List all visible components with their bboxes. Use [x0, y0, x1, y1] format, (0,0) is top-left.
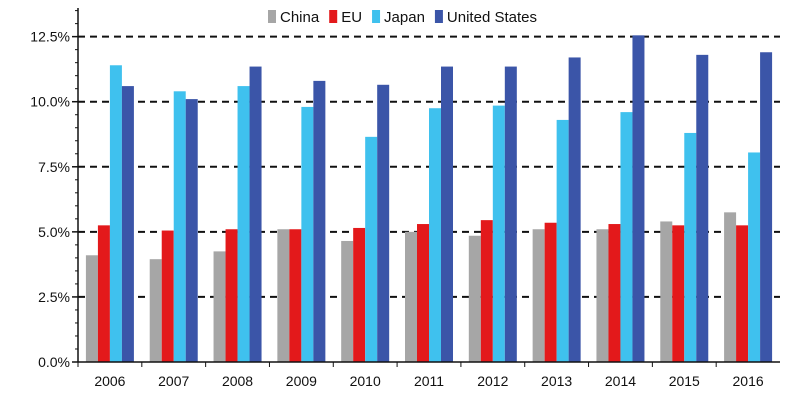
y-tick-label: 12.5% [30, 29, 70, 45]
bar-china-2008 [213, 251, 226, 362]
bar-china-2014 [596, 229, 609, 362]
x-tick-label: 2006 [94, 373, 125, 389]
y-tick-label: 5.0% [38, 224, 70, 240]
legend-swatch [268, 10, 276, 23]
bar-eu-2015 [672, 225, 685, 362]
bar-china-2010 [341, 240, 354, 362]
x-axis: 2006 2007 2008 2009 2010 2011 2012 2013 2014 2015… [77, 361, 780, 389]
legend-label: Japan [384, 9, 425, 26]
y-tick-label: 7.5% [38, 159, 70, 175]
bar-united-states-2013 [568, 57, 581, 363]
x-tick-label: 2010 [350, 373, 381, 389]
bar-eu-2010 [353, 227, 366, 362]
bar-japan-2015 [684, 132, 697, 362]
bar-china-2013 [532, 229, 545, 362]
bars [85, 35, 773, 363]
bar-china-2012 [468, 235, 481, 362]
legend-swatch [329, 10, 338, 23]
y-tick-label: 10.0% [30, 94, 70, 110]
bar-china-2015 [660, 221, 673, 362]
bar-japan-2012 [492, 105, 505, 362]
bar-china-2007 [149, 259, 162, 362]
legend-label: United States [447, 9, 537, 26]
bar-japan-2013 [556, 119, 569, 362]
bar-eu-2008 [225, 229, 238, 362]
x-tick-label: 2007 [158, 373, 189, 389]
x-tick-label: 2016 [733, 373, 764, 389]
bar-united-states-2008 [249, 66, 262, 363]
bar-china-2006 [85, 255, 98, 362]
legend-swatch [372, 10, 381, 23]
bar-japan-2006 [109, 65, 122, 362]
bar-japan-2010 [365, 136, 378, 362]
y-axis: 0.0% 2.5% 5.0% 7.5% 10.0% 12.5% [30, 8, 79, 370]
bar-china-2016 [724, 212, 737, 362]
bar-eu-2006 [97, 225, 110, 362]
bar-united-states-2009 [313, 80, 326, 362]
x-tick-label: 2014 [605, 373, 636, 389]
bar-united-states-2011 [441, 66, 453, 363]
legend-label: China [280, 9, 320, 26]
bar-eu-2012 [480, 220, 493, 362]
bar-japan-2007 [173, 91, 186, 362]
bar-japan-2009 [301, 106, 314, 362]
bar-japan-2014 [620, 112, 633, 362]
x-tick-label: 2011 [414, 373, 444, 389]
bar-eu-2013 [544, 222, 557, 362]
bar-united-states-2007 [185, 99, 198, 363]
bar-eu-2009 [289, 229, 302, 362]
legend: China EU Japan United States [268, 9, 537, 26]
bar-china-2009 [277, 229, 290, 362]
bar-eu-2016 [736, 225, 749, 362]
bar-united-states-2012 [504, 66, 517, 363]
bar-eu-2014 [608, 224, 621, 362]
legend-swatch [434, 10, 443, 23]
bar-eu-2007 [161, 230, 174, 362]
bar-united-states-2015 [696, 54, 709, 363]
bar-united-states-2014 [632, 35, 645, 363]
bar-japan-2011 [429, 108, 441, 363]
x-tick-label: 2013 [541, 373, 572, 389]
legend-label: EU [341, 9, 362, 26]
bar-china-2011 [405, 231, 417, 362]
bar-united-states-2006 [121, 86, 134, 363]
x-tick-label: 2008 [222, 373, 253, 389]
y-tick-label: 2.5% [38, 289, 70, 305]
bar-japan-2008 [237, 86, 250, 363]
bar-united-states-2010 [377, 84, 390, 362]
bar-eu-2011 [417, 224, 429, 362]
x-tick-label: 2015 [669, 373, 700, 389]
x-tick-label: 2009 [286, 373, 317, 389]
x-tick-label: 2012 [477, 373, 508, 389]
y-tick-label: 0.0% [38, 354, 70, 370]
bar-japan-2016 [748, 152, 761, 362]
bar-united-states-2016 [760, 52, 773, 362]
